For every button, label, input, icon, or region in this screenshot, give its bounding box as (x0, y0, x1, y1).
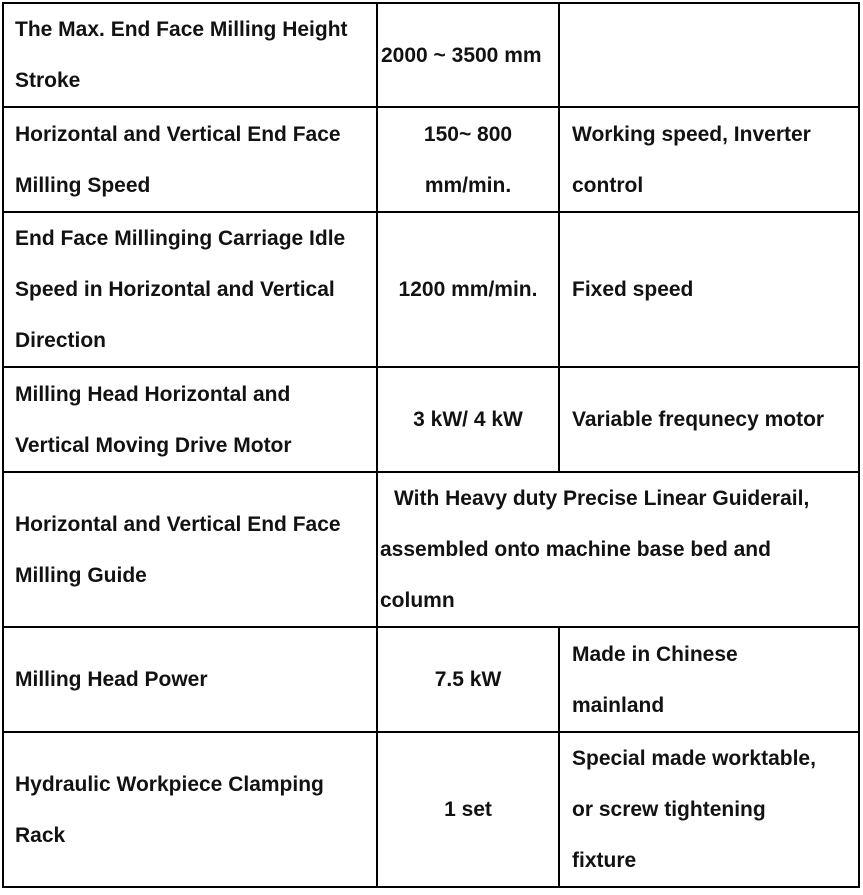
spec-name-cell: Milling Head Power (2, 626, 378, 733)
spec-name-cell: The Max. End Face Milling Height Stroke (2, 2, 378, 108)
spec-note-cell (558, 2, 860, 108)
spec-name-cell: Horizontal and Vertical End Face Milling… (2, 471, 378, 628)
spec-value-cell: 1200 mm/min. (376, 211, 560, 368)
table-row: Milling Head Power 7.5 kW Made in Chines… (2, 626, 860, 733)
table-row: Horizontal and Vertical End Face Milling… (2, 106, 860, 213)
spec-note-cell: Made in Chinese mainland (558, 626, 860, 733)
spec-name-cell: Horizontal and Vertical End Face Milling… (2, 106, 378, 213)
spec-value-cell: 150~ 800 mm/min. (376, 106, 560, 213)
spec-name-cell: End Face Millinging Carriage Idle Speed … (2, 211, 378, 368)
spec-value-cell: 1 set (376, 731, 560, 888)
spec-note-cell: Fixed speed (558, 211, 860, 368)
spec-note-cell: Special made worktable, or screw tighten… (558, 731, 860, 888)
table-row: The Max. End Face Milling Height Stroke … (2, 2, 860, 108)
spec-name-cell: Hydraulic Workpiece Clamping Rack (2, 731, 378, 888)
spec-value-cell: 3 kW/ 4 kW (376, 366, 560, 473)
spec-value-cell: 7.5 kW (376, 626, 560, 733)
table-row: Milling Head Horizontal and Vertical Mov… (2, 366, 860, 473)
spec-value-cell: 2000 ~ 3500 mm (376, 2, 560, 108)
spec-name-cell: Milling Head Horizontal and Vertical Mov… (2, 366, 378, 473)
table-row: End Face Millinging Carriage Idle Speed … (2, 211, 860, 368)
table-row: Horizontal and Vertical End Face Milling… (2, 471, 860, 628)
spec-note-cell: Working speed, Inverter control (558, 106, 860, 213)
table-row: Hydraulic Workpiece Clamping Rack 1 set … (2, 731, 860, 888)
spec-note-cell: Variable frequnecy motor (558, 366, 860, 473)
spec-description-cell: With Heavy duty Precise Linear Guiderail… (376, 471, 860, 628)
